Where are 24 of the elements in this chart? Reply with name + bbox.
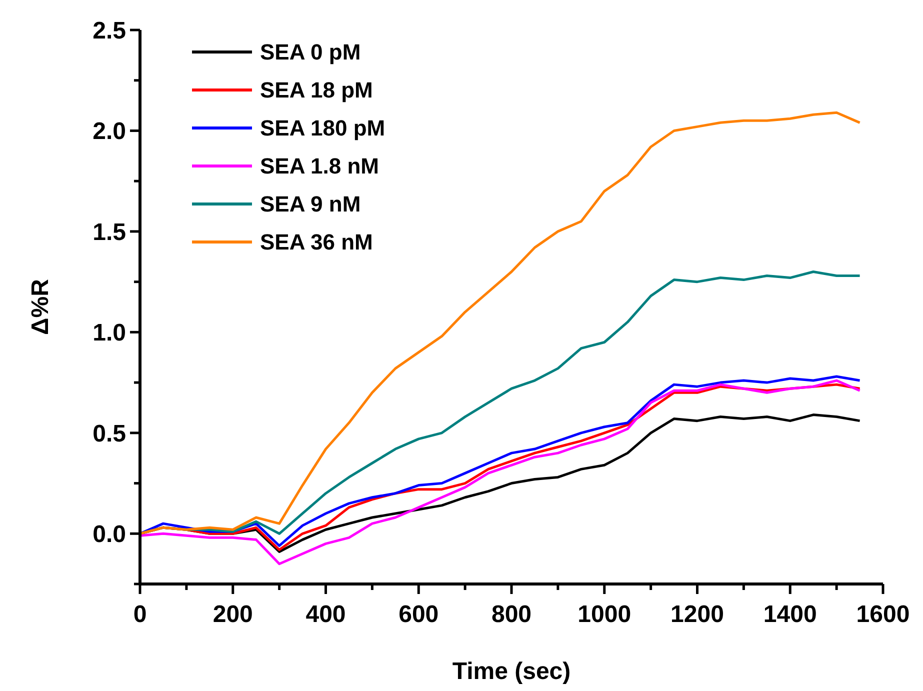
legend-label: SEA 9 nM xyxy=(260,192,361,217)
legend-label: SEA 180 pM xyxy=(260,116,386,141)
y-tick-label: 0.5 xyxy=(92,420,126,448)
line-series xyxy=(138,111,862,535)
legend-label: SEA 1.8 nM xyxy=(260,154,379,179)
x-tick-label: 0 xyxy=(133,601,147,628)
x-tick-label: 600 xyxy=(398,601,439,628)
x-tick-label: 1400 xyxy=(763,601,817,628)
y-tick-label: 2.0 xyxy=(92,118,126,146)
y-tick-label: 0.0 xyxy=(92,521,126,548)
x-tick-label: 1000 xyxy=(578,601,632,628)
x-tick-label: 1200 xyxy=(670,601,724,628)
x-axis-title: Time (sec) xyxy=(452,658,571,685)
x-tick-label: 1600 xyxy=(856,601,910,628)
legend-label: SEA 36 nM xyxy=(260,230,373,255)
y-axis-title: Δ%R xyxy=(27,279,54,335)
y-tick-label: 1.0 xyxy=(92,320,126,347)
y-tick-label: 1.5 xyxy=(92,218,126,246)
legend-label: SEA 0 pM xyxy=(260,40,361,65)
legend-label: SEA 18 pM xyxy=(260,78,373,103)
x-tick-label: 800 xyxy=(491,601,532,628)
y-tick-label: 2.5 xyxy=(92,17,126,44)
x-tick-label: 400 xyxy=(306,601,346,628)
x-tick-label: 200 xyxy=(212,601,253,628)
